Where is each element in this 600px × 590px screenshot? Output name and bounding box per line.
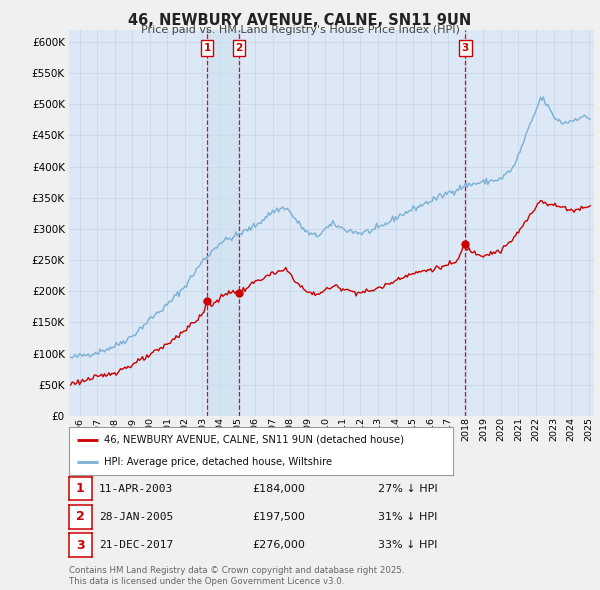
Text: 21-DEC-2017: 21-DEC-2017 [99,540,173,550]
Text: Price paid vs. HM Land Registry's House Price Index (HPI): Price paid vs. HM Land Registry's House … [140,25,460,35]
Text: 3: 3 [76,539,85,552]
Text: 2: 2 [235,43,242,53]
Text: 2: 2 [76,510,85,523]
Text: 27% ↓ HPI: 27% ↓ HPI [378,484,437,493]
Text: 28-JAN-2005: 28-JAN-2005 [99,512,173,522]
Bar [207,30,239,416]
Text: 46, NEWBURY AVENUE, CALNE, SN11 9UN (detached house): 46, NEWBURY AVENUE, CALNE, SN11 9UN (det… [104,435,404,445]
Text: 46, NEWBURY AVENUE, CALNE, SN11 9UN: 46, NEWBURY AVENUE, CALNE, SN11 9UN [128,13,472,28]
Text: £184,000: £184,000 [252,484,305,493]
Text: 1: 1 [76,482,85,495]
Text: 33% ↓ HPI: 33% ↓ HPI [378,540,437,550]
Text: 1: 1 [203,43,211,53]
Text: HPI: Average price, detached house, Wiltshire: HPI: Average price, detached house, Wilt… [104,457,332,467]
Text: 3: 3 [461,43,469,53]
Text: 11-APR-2003: 11-APR-2003 [99,484,173,493]
Text: 31% ↓ HPI: 31% ↓ HPI [378,512,437,522]
Text: £197,500: £197,500 [252,512,305,522]
Text: Contains HM Land Registry data © Crown copyright and database right 2025.
This d: Contains HM Land Registry data © Crown c… [69,566,404,586]
Text: £276,000: £276,000 [252,540,305,550]
